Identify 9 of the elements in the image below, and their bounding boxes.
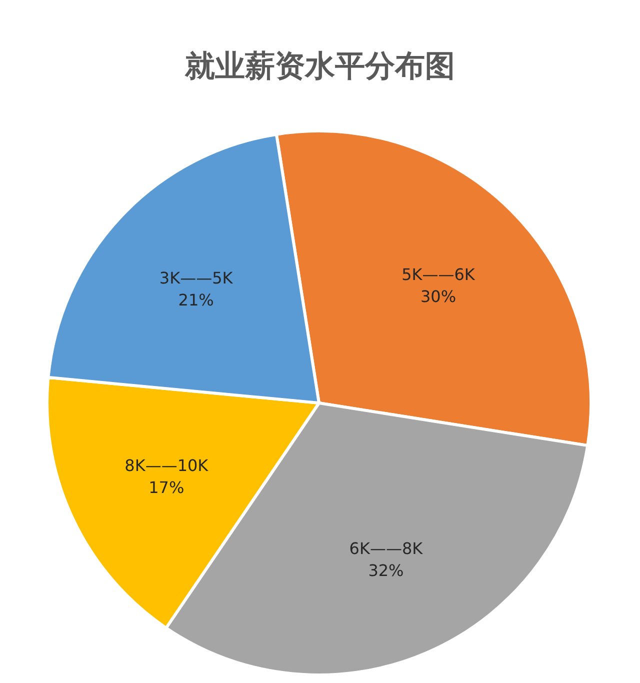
data-label: 30% [420,286,456,306]
chart-title: 就业薪资水平分布图 [184,48,456,86]
slice-label: 6K——8K [349,538,424,558]
data-label: 32% [368,560,404,580]
data-label: 17% [148,478,184,497]
slice-label: 3K——5K [159,268,234,288]
slice-label: 8K——10K [124,456,209,475]
data-label: 21% [178,290,214,310]
slice-label: 5K——6K [402,264,476,284]
